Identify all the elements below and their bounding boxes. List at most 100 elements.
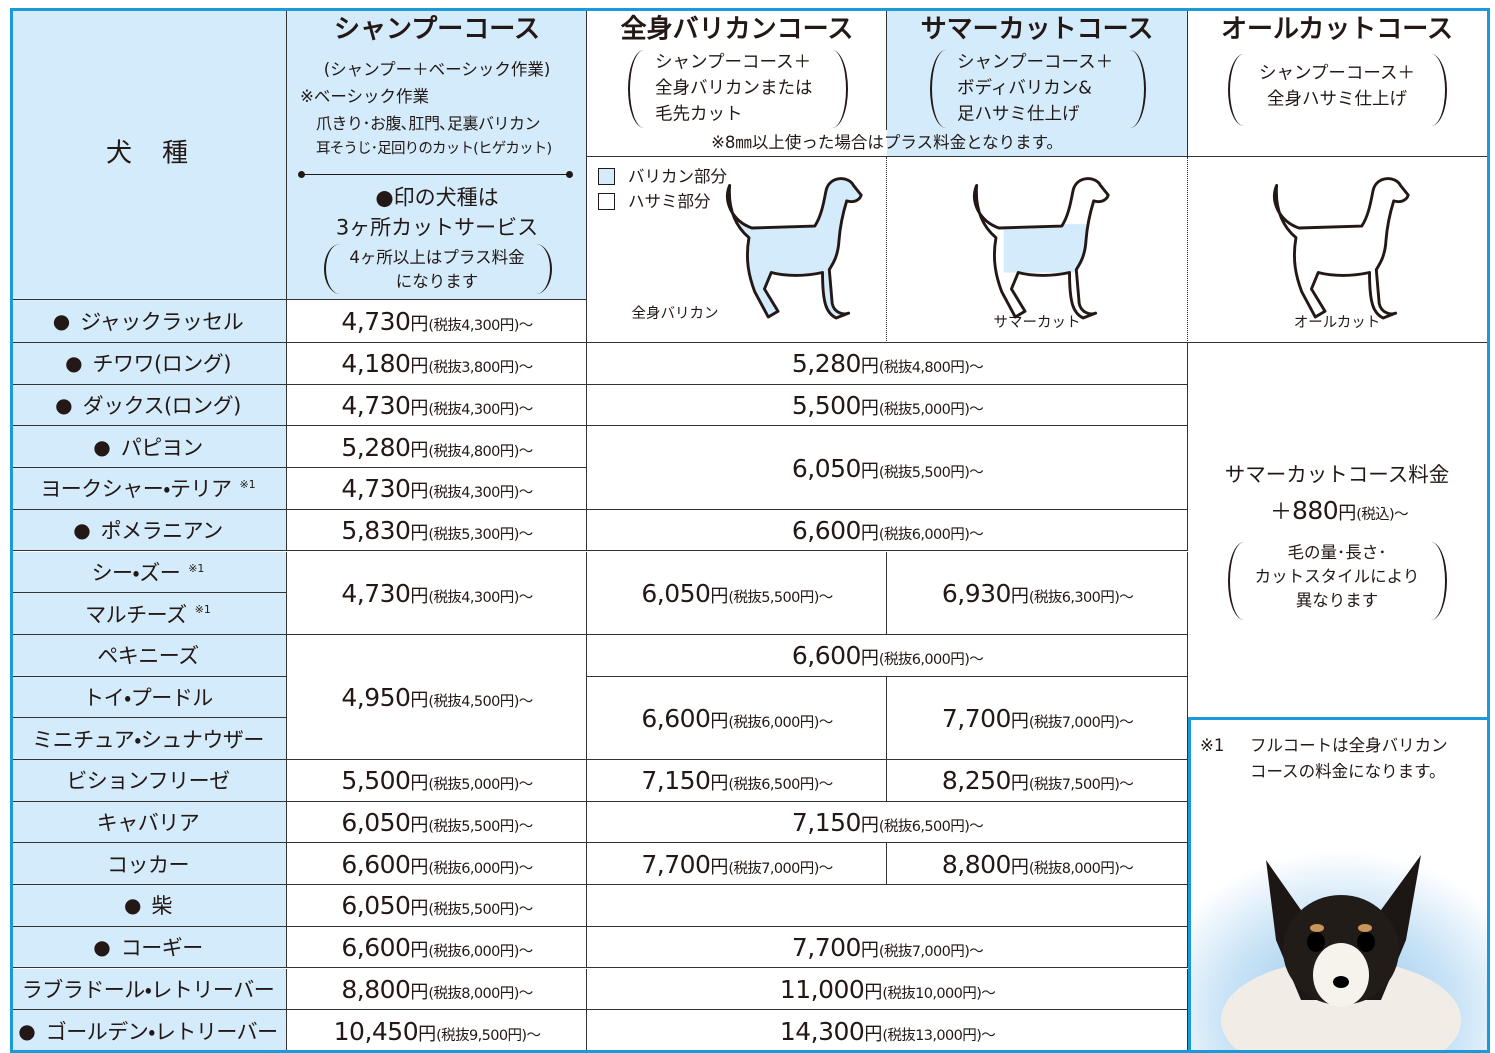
price-text: 6,050 円 (税抜5,500円)～ [792,454,984,483]
breed-cell: ヨークシャー・テリア ※1 [10,468,287,510]
price-tax: (税抜4,300円)～ [428,318,533,334]
paren-left [1228,542,1244,620]
breed-cell: ● ゴールデン・レトリーバー [10,1010,287,1052]
breed-name: コーギー [120,936,204,961]
service-line: ●印の犬種は [375,185,499,210]
shampoo-cell [287,343,587,385]
shampoo-cell [287,801,587,844]
price-unit: 円 [864,1023,883,1045]
divider-line [302,174,570,175]
price-text: 6,600 円 (税抜6,000円)～ [641,704,833,733]
price-text: 4,730 円 (税抜4,300円)～ [341,391,533,420]
course-line: ボディバリカン& [957,78,1092,99]
basic-line: 耳そうじ･足回りのカット(ヒゲカット) [316,141,552,158]
price-tax: (税抜4,300円)～ [428,589,533,606]
paren-right [1431,54,1447,126]
price-tax: (税抜13,000円)～ [882,1027,996,1044]
price-tax: (税抜4,500円)～ [428,693,533,710]
clipper-cell [587,676,887,760]
price-unit: 円 [1010,710,1029,732]
breed-name: ヨークシャー・テリア [40,477,232,502]
price: 4,180 円 (税抜3,800円)～ [287,343,587,385]
summer-header [887,8,1188,157]
price-text: 6,600 円 (税抜6,000円)～ [341,849,533,879]
empty-cell [587,885,1188,927]
price-unit: 円 [410,856,429,878]
grooming-cell [587,426,1188,510]
course-line: 全身ハサミ仕上げ [1267,89,1407,110]
legend-swatch [598,193,615,210]
paren-right [1130,50,1146,128]
price-tax: (税抜6,000円)～ [878,652,984,669]
divider-dot [298,171,305,178]
breed-cell: ペキニーズ [10,634,287,677]
grooming-cell [587,509,1188,552]
price-tax: (税抜4,800円)～ [878,360,984,377]
course-line: シャンプーコース＋ [1258,63,1416,84]
price-unit: 円 [410,439,429,461]
price: 7,700 円 (税抜7,000円)～ [587,927,1188,969]
course-title: シャンプーコース [334,14,540,45]
service-note: になります [395,271,479,291]
price-unit: 円 [710,773,729,795]
breed-cell: シー・ズー ※1 [10,551,287,594]
price-unit: 円 [410,356,429,378]
breed-cell: キャバリア [10,801,287,844]
price-amount: 6,050 [341,808,411,838]
course-line: 全身バリカンまたは [655,78,813,99]
price-text: 6,050 円 (税抜5,500円)～ [641,578,833,608]
breed-mark: ● [65,351,83,376]
price-text: 5,830 円 (税抜5,300円)～ [341,516,533,545]
price-tax: (税抜10,000円)～ [882,985,996,1002]
column-divider [886,8,887,130]
price-text: 8,250 円 (税抜7,500円)～ [942,766,1134,795]
breed-name: ビションフリーゼ [66,769,230,794]
price-amount: 7,700 [641,849,711,879]
price: 5,280 円 (税抜4,800円)～ [587,343,1188,385]
price-tax: (税抜4,800円)～ [428,443,533,460]
price-amount: 6,600 [341,933,411,963]
price-text: 7,150 円 (税抜6,500円)～ [641,766,833,795]
price-tax: (税抜5,000円)～ [878,402,984,419]
price: 4,730 円 (税抜4,300円)～ [287,300,587,343]
price-tax: (税抜6,300円)～ [1028,589,1134,606]
price: 7,700 円 (税抜7,000円)～ [587,843,887,885]
price: 11,000 円 (税抜10,000円)～ [587,969,1188,1011]
shampoo-cell [287,509,587,552]
price-text: 6,600 円 (税抜6,000円)～ [341,933,533,963]
price: 7,700 円 (税抜7,000円)～ [887,677,1188,760]
course-title: オールカットコース [1221,14,1453,45]
summer-illustration [887,157,1188,343]
breed-mark: ● [55,393,73,418]
price-text: 6,050 円 (税抜5,500円)～ [341,891,533,920]
grooming-cell [587,926,1188,969]
price-amount: 10,450 [333,1016,419,1046]
price-text: 5,280 円 (税抜4,800円)～ [341,432,533,462]
price-unit: 円 [860,523,879,545]
price-amount: 8,800 [341,974,411,1004]
breed-cell: ● ポメラニアン [10,509,287,552]
service-line: 3ヶ所カットサービス [335,215,539,240]
price-unit: 円 [410,689,429,711]
clipper-cell [587,760,887,802]
basic-label: ※ベーシック作業 [300,86,429,106]
price-unit: 円 [1010,585,1029,607]
summer-cell [887,760,1188,802]
legend-label: バリカン部分 [628,166,727,186]
clipper-illustration [587,157,887,343]
price-unit: 円 [710,856,729,878]
paren-left [324,244,340,294]
legend-label: ハサミ部分 [628,191,711,211]
breed-cell: コッカー [10,843,287,886]
allcut-illustration [1188,157,1490,343]
price: 4,950 円 (税抜4,500円)～ [287,635,587,760]
price-amount: 5,280 [341,432,411,462]
price-amount: 6,600 [341,849,411,879]
price: 5,280 円 (税抜4,800円)～ [287,426,587,468]
price: 6,600 円 (税抜6,000円)～ [287,927,587,969]
price-amount: 6,050 [641,578,711,608]
breed-mark: ● [73,518,91,543]
price-amount: 8,800 [941,849,1012,879]
allcut-note: カットスタイルにより [1254,566,1420,586]
shampoo-cell [287,926,587,969]
